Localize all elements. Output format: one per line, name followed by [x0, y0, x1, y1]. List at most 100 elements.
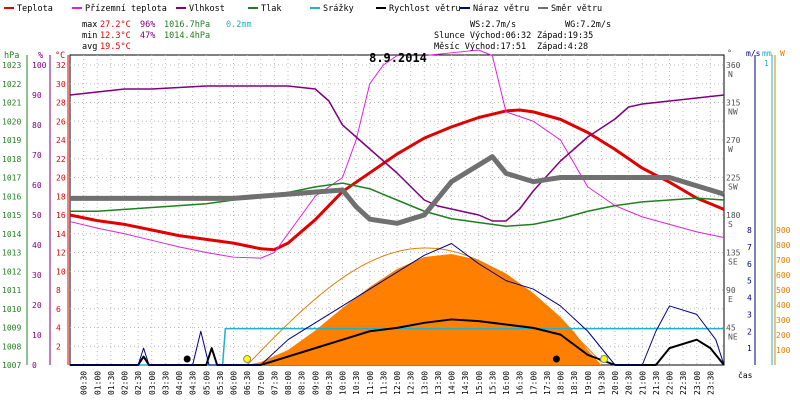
hpa-tick-label: 1007 [2, 361, 21, 370]
dir-axis-label: ° [727, 49, 732, 59]
x-tick-label: 20:30 [625, 371, 634, 395]
dir-tick-sublabel: NW [728, 108, 738, 117]
legend-label-teplota: Teplota [17, 4, 53, 14]
stat-min-label: min [82, 31, 97, 41]
legend-label-rychlost-v-tru: Rychlost větru [389, 4, 461, 14]
wm2-tick-label: 900 [776, 226, 791, 235]
wm2-tick-label: 400 [776, 301, 791, 310]
stat-max-temp: 27.2°C [100, 20, 131, 30]
wm2-tick-label: 500 [776, 286, 791, 295]
legend-label-tlak: Tlak [261, 4, 281, 14]
c-tick-label: 6 [56, 305, 61, 314]
stat-max-press: 1016.7hPa [164, 20, 210, 30]
x-tick-label: 08:30 [298, 371, 307, 395]
legend-label-sm-r-v-tru: Směr větru [551, 4, 602, 14]
moonrise-marker [552, 355, 560, 363]
stat-avg-label: avg [82, 42, 97, 52]
c-tick-label: 22 [56, 155, 66, 164]
x-tick-label: 11:00 [366, 371, 375, 395]
dir-tick-label: 90 [726, 286, 736, 295]
dir-tick-sublabel: W [728, 145, 733, 154]
x-tick-label: 19:30 [597, 371, 606, 395]
wm2-axis-label: W [780, 49, 785, 58]
x-tick-label: 04:00 [175, 371, 184, 395]
dir-tick-sublabel: E [728, 295, 733, 304]
dir-tick-label: 180 [726, 211, 741, 220]
x-tick-label: 01:30 [107, 371, 116, 395]
ms-tick-label: 3 [747, 310, 752, 319]
ms-tick-label: 2 [747, 327, 752, 336]
stat-max-rain: 0.2mm [226, 20, 252, 30]
dir-tick-sublabel: N [728, 70, 733, 79]
x-tick-label: 03:00 [148, 371, 157, 395]
dir-tick-label: 360 [726, 61, 741, 70]
c-tick-label: 30 [56, 80, 66, 89]
pct-tick-label: 30 [32, 271, 42, 280]
c-tick-label: 32 [56, 61, 66, 70]
hpa-tick-label: 1022 [2, 80, 21, 89]
c-tick-label: 4 [56, 324, 61, 333]
hpa-tick-label: 1010 [2, 305, 21, 314]
pct-tick-label: 100 [32, 61, 47, 70]
legend-label-sr-ky: Srážky [323, 4, 354, 14]
stat-min-press: 1014.4hPa [164, 31, 210, 41]
info-sun-rise: Slunce Východ:06:32 [434, 31, 531, 41]
c-tick-label: 24 [56, 136, 66, 145]
x-tick-label: 09:00 [311, 371, 320, 395]
x-tick-label: 22:00 [666, 371, 675, 395]
x-tick-label: 23:00 [693, 371, 702, 395]
hpa-tick-label: 1014 [2, 230, 21, 239]
x-tick-label: 19:00 [584, 371, 593, 395]
legend-label-vlhkost: Vlhkost [189, 4, 225, 14]
hpa-tick-label: 1011 [2, 286, 21, 295]
x-tick-label: 21:30 [652, 371, 661, 395]
x-tick-label: 15:30 [488, 371, 497, 395]
c-tick-label: 26 [56, 117, 66, 126]
moonset-marker [183, 355, 191, 363]
legend-label-p-zemn-teplota: Přízemní teplota [85, 4, 167, 14]
ms-tick-label: 6 [747, 260, 752, 269]
ms-axis-label: m/s [746, 49, 761, 58]
x-tick-label: 12:00 [393, 371, 402, 395]
mm-axis-label: mm [762, 49, 772, 58]
info-moon-set: Západ:4:28 [537, 42, 588, 52]
x-tick-label: 00:30 [80, 371, 89, 395]
hpa-tick-label: 1012 [2, 267, 21, 276]
pct-tick-label: 60 [32, 181, 42, 190]
header-stats: max 27.2°C 96% 1016.7hPa 0.2mm min 12.3°… [82, 20, 611, 65]
info-sun-set: Západ:19:35 [537, 31, 593, 41]
wm2-tick-label: 600 [776, 271, 791, 280]
x-tick-label: 20:00 [611, 371, 620, 395]
x-tick-label: 02:30 [134, 371, 143, 395]
stat-max-hum: 96% [140, 20, 155, 30]
grid [69, 54, 725, 366]
pct-tick-label: 80 [32, 121, 42, 130]
c-axis-label: °C [55, 51, 65, 61]
c-tick-label: 20 [56, 174, 66, 183]
x-tick-label: 05:30 [216, 371, 225, 395]
x-tick-label: 07:30 [270, 371, 279, 395]
x-tick-label: 21:00 [638, 371, 647, 395]
x-tick-label: 06:30 [243, 371, 252, 395]
ms-tick-label: 4 [747, 294, 752, 303]
wm2-tick-label: 300 [776, 316, 791, 325]
x-tick-label: 17:00 [529, 371, 538, 395]
info-wind: WS:2.7m/s [470, 20, 516, 30]
hpa-tick-label: 1019 [2, 136, 21, 145]
x-tick-label: 08:00 [284, 371, 293, 395]
dir-tick-label: 135 [726, 249, 741, 258]
dir-tick-label: 45 [726, 324, 736, 333]
x-tick-label: 22:30 [679, 371, 688, 395]
c-tick-label: 12 [56, 249, 66, 258]
x-tick-label: 05:00 [202, 371, 211, 395]
solar-area [247, 254, 602, 365]
pct-tick-label: 50 [32, 211, 42, 220]
x-tick-label: 03:30 [161, 371, 170, 395]
c-tick-label: 8 [56, 286, 61, 295]
x-tick-label: 14:00 [448, 371, 457, 395]
pct-tick-label: 90 [32, 91, 42, 100]
ms-tick-label: 8 [747, 226, 752, 235]
x-tick-label: 15:00 [475, 371, 484, 395]
hpa-tick-label: 1015 [2, 211, 21, 220]
